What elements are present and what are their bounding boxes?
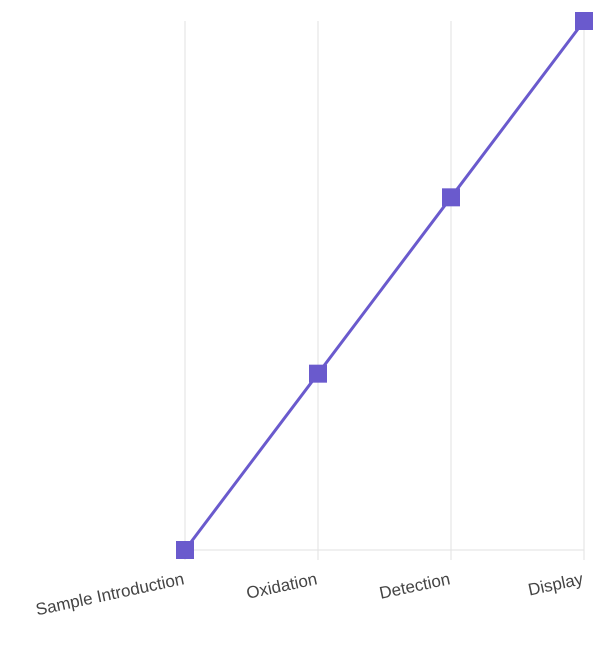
marker <box>575 12 593 30</box>
x-tick-label: Detection <box>378 569 452 603</box>
x-tick-label: Sample Introduction <box>34 569 186 619</box>
x-tick-label: Display <box>526 569 585 599</box>
x-tick-label: Oxidation <box>245 569 319 603</box>
marker <box>442 188 460 207</box>
marker <box>176 541 194 559</box>
marker <box>309 364 327 383</box>
line <box>183 20 586 551</box>
